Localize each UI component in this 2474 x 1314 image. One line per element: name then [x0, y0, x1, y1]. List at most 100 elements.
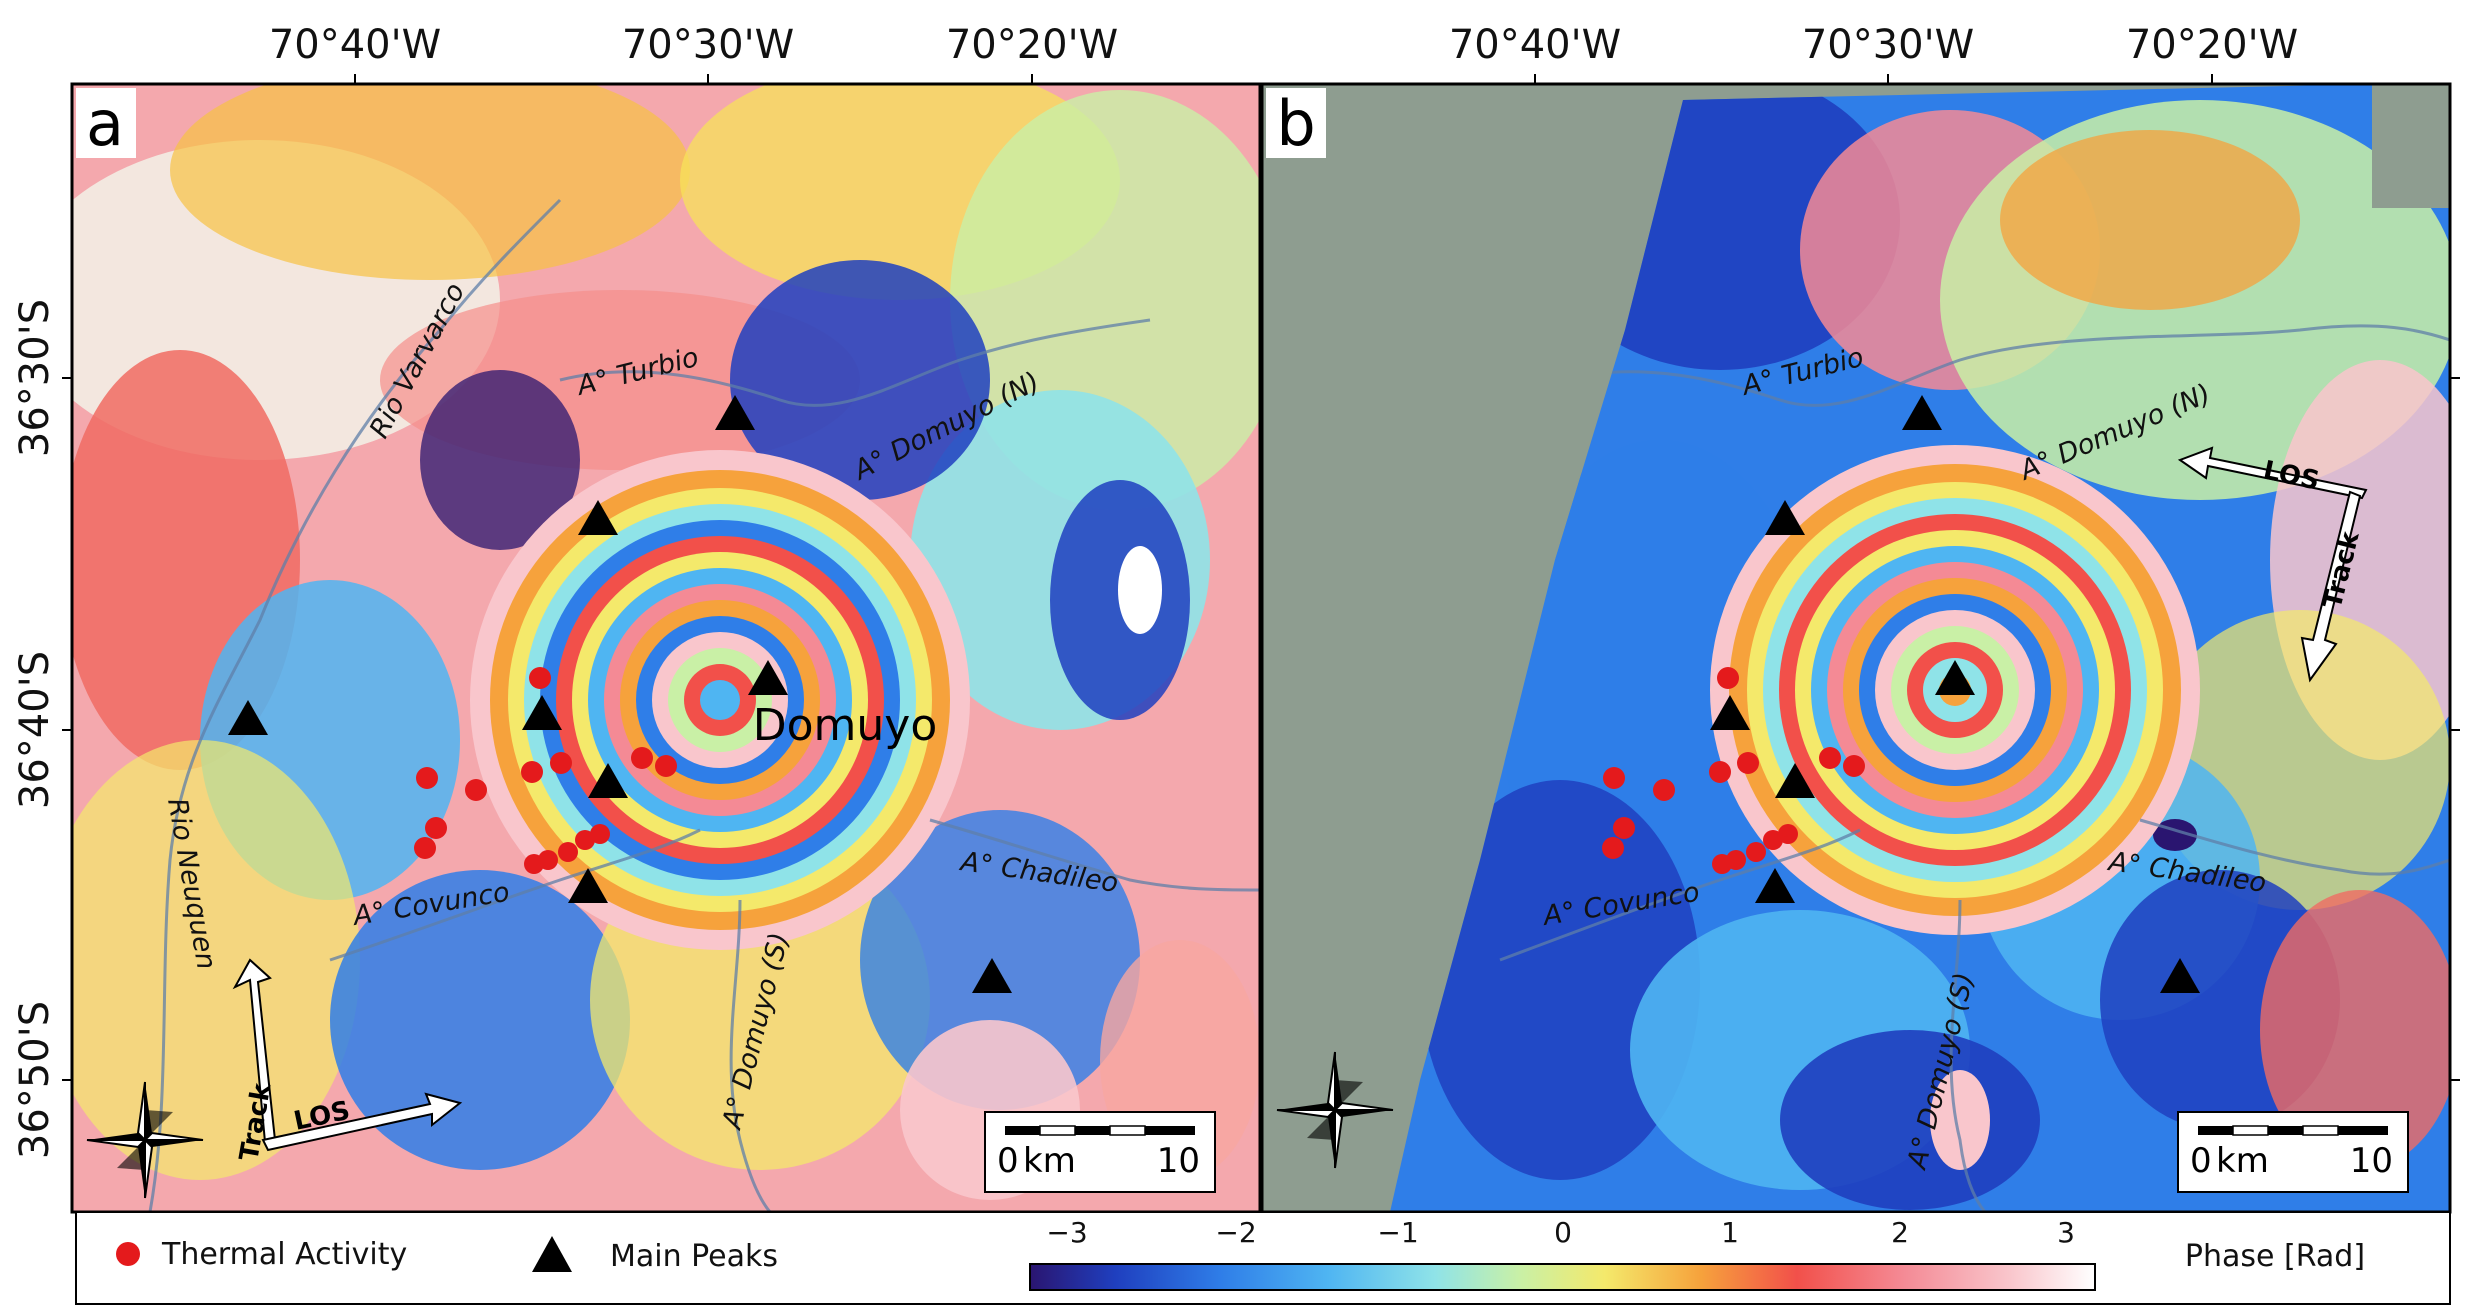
scale-start-b: 0 — [2190, 1141, 2212, 1181]
thermal-marker — [631, 747, 653, 769]
peak-marker — [1765, 500, 1805, 535]
thermal-marker — [416, 767, 438, 789]
top-longitude-labels: 70°40'W 70°30'W 70°20'W 70°40'W 70°30'W … — [269, 22, 2298, 68]
panel-a-scale-bar: 0 km 10 — [984, 1111, 1216, 1193]
scale-end-b: 10 — [2350, 1141, 2393, 1181]
volcano-label-domuyo: Domuyo — [753, 700, 938, 751]
lat-label-3: 36°50'S — [12, 1001, 58, 1159]
thermal-marker — [655, 755, 677, 777]
thermal-marker — [550, 752, 572, 774]
thermal-marker — [521, 761, 543, 783]
peak-marker — [715, 395, 755, 430]
panel-a-ticks — [62, 74, 1033, 1081]
peak-marker — [578, 500, 618, 535]
legend-panel: Thermal Activity Main Peaks −3 −2 −1 0 1… — [75, 1211, 2451, 1305]
panel-a-track-los-arrows: Track LOS — [232, 958, 463, 1163]
thermal-marker — [1778, 824, 1798, 844]
colorbar-tick: 0 — [1554, 1216, 1572, 1249]
peak-marker — [1902, 395, 1942, 430]
panel-b-thermal-activity — [1602, 667, 1865, 874]
scale-unit-a: km — [1023, 1141, 1076, 1181]
peak-marker — [228, 700, 268, 735]
track-arrow-icon — [232, 958, 277, 1144]
panel-b-letter: b — [1276, 87, 1315, 160]
thermal-marker — [1843, 755, 1865, 777]
panel-a-compass-rose-icon — [86, 1081, 204, 1199]
thermal-marker — [1709, 761, 1731, 783]
panel-b-scale-bar: 0 km 10 — [2177, 1111, 2409, 1193]
thermal-marker — [529, 667, 551, 689]
thermal-marker — [538, 850, 558, 870]
lat-label-2: 36°40'S — [12, 651, 58, 809]
scale-start-a: 0 — [997, 1141, 1019, 1181]
peak-marker — [1710, 695, 1750, 730]
colorbar-tick: 2 — [1891, 1216, 1909, 1249]
thermal-marker — [575, 830, 595, 850]
thermal-marker — [1763, 830, 1783, 850]
panel-b-ticks — [1534, 74, 2460, 1081]
colorbar-title: Phase [Rad] — [2185, 1239, 2365, 1274]
thermal-marker — [1653, 779, 1675, 801]
panel-a-drainage — [148, 198, 1260, 1212]
thermal-marker — [1613, 817, 1635, 839]
panel-a-deformation-fringes — [470, 450, 970, 950]
colorbar-tick: −1 — [1377, 1216, 1418, 1249]
colorbar-tick: 1 — [1721, 1216, 1739, 1249]
legend-peaks-label: Main Peaks — [610, 1239, 778, 1274]
scale-end-a: 10 — [1157, 1141, 1200, 1181]
lon-label-panel-b-1: 70°40'W — [1449, 22, 1621, 68]
peak-marker — [1755, 868, 1795, 903]
colorbar-tick: 3 — [2057, 1216, 2075, 1249]
panel-a-thermal-activity — [414, 667, 677, 874]
thermal-marker — [1717, 667, 1739, 689]
peak-marker — [1935, 660, 1975, 695]
thermal-marker — [1726, 850, 1746, 870]
thermal-marker — [1737, 752, 1759, 774]
peak-marker — [568, 868, 608, 903]
panel-b-peaks — [1710, 395, 2200, 993]
lon-label-panel-b-3: 70°20'W — [2126, 22, 2298, 68]
panel-b-track-los-arrows: LOS Track — [2177, 446, 2368, 683]
colorbar-ticks: −3 −2 −1 0 1 2 3 — [1046, 1216, 2075, 1249]
lon-label-panel-a-3: 70°20'W — [946, 22, 1118, 68]
los-arrow-icon — [2177, 446, 2368, 500]
colorbar-tick: −2 — [1215, 1216, 1256, 1249]
lon-label-panel-a-2: 70°30'W — [622, 22, 794, 68]
lon-label-panel-a-1: 70°40'W — [269, 22, 441, 68]
lon-label-panel-b-2: 70°30'W — [1802, 22, 1974, 68]
panel-b-map — [1262, 84, 2450, 1212]
legend-thermal-label: Thermal Activity — [161, 1237, 407, 1272]
colorbar — [1029, 1263, 2096, 1291]
panel-a-map — [72, 84, 1260, 1212]
peak-marker — [748, 660, 788, 695]
thermal-marker — [558, 842, 578, 862]
panel-b-compass-rose-icon — [1276, 1051, 1394, 1169]
peak-marker — [588, 763, 628, 798]
thermal-marker — [1819, 747, 1841, 769]
colorbar-tick: −3 — [1046, 1216, 1087, 1249]
peak-marker — [972, 958, 1012, 993]
panel-a-letter-box — [76, 88, 136, 158]
thermal-marker — [465, 779, 487, 801]
thermal-marker — [590, 824, 610, 844]
panel-a-peaks — [228, 395, 1012, 993]
thermal-marker — [1746, 842, 1766, 862]
peak-marker — [2160, 958, 2200, 993]
los-arrow-icon — [261, 1092, 463, 1152]
panel-b-letter-box — [1266, 88, 1326, 158]
panel-a-letter: a — [86, 87, 124, 160]
thermal-marker — [1602, 837, 1624, 859]
peak-marker — [522, 695, 562, 730]
scale-unit-b: km — [2216, 1141, 2269, 1181]
track-arrow-icon — [2300, 490, 2362, 683]
legend-peak-marker — [532, 1236, 572, 1272]
left-latitude-labels: 36°30'S 36°40'S 36°50'S — [12, 299, 58, 1159]
thermal-marker — [425, 817, 447, 839]
thermal-marker — [1603, 767, 1625, 789]
thermal-marker — [414, 837, 436, 859]
legend-thermal-marker — [116, 1242, 140, 1266]
panel-b-drainage — [1499, 324, 2450, 1212]
peak-marker — [1775, 763, 1815, 798]
lat-label-1: 36°30'S — [12, 299, 58, 457]
